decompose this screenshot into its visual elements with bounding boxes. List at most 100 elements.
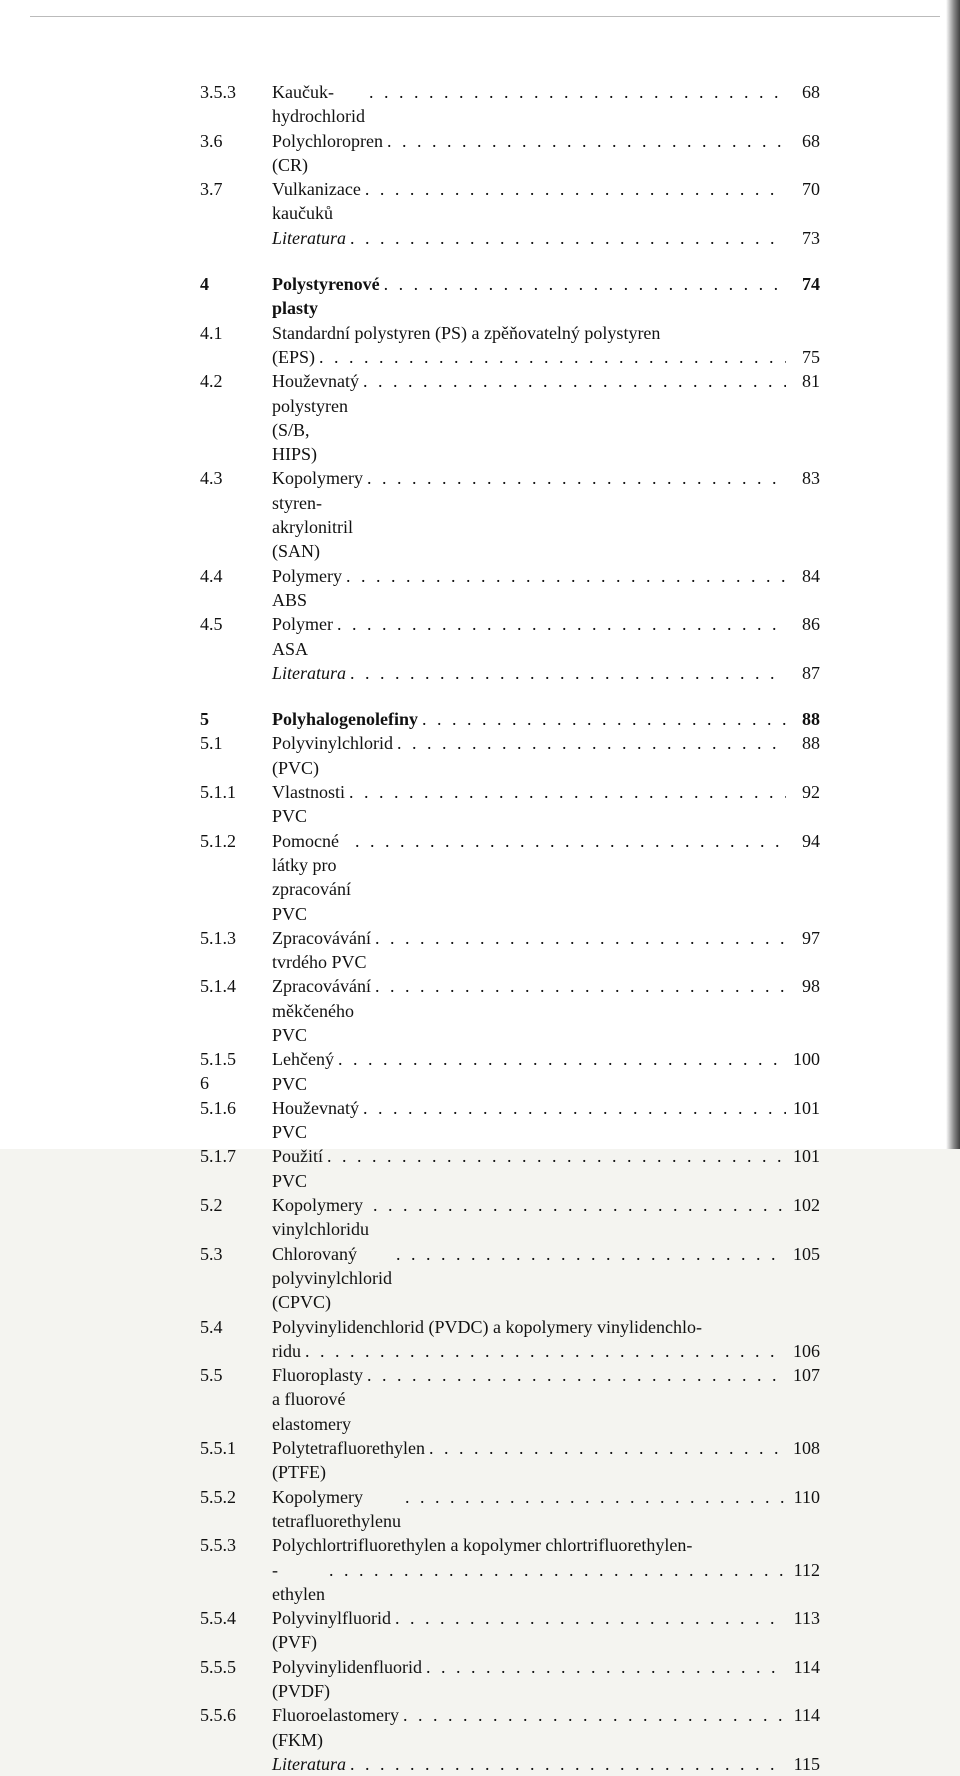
toc-entry-number: 3.6 [200,129,272,153]
toc-row: 5.5Fluoroplasty a fluorové elastomery. .… [200,1363,820,1436]
toc-entry-number: 5.5.1 [200,1436,272,1460]
toc-entry-page: 74 [786,272,820,296]
toc-entry-page: 94 [786,829,820,853]
toc-entry-number: 3.5.3 [200,80,272,104]
toc-row: 5.5.4Polyvinylfluorid (PVF). . . . . . .… [200,1606,820,1655]
toc-row: 5.1.4Zpracovávání měkčeného PVC. . . . .… [200,974,820,1047]
toc-entry-page: 112 [786,1558,820,1582]
toc-entry-title: Polystyrenové plasty [272,272,380,321]
toc-group: 4Polystyrenové plasty . . . . . . . . . .… [200,272,870,685]
toc-entry-number: 5.5.3 [200,1533,272,1557]
toc-leader-dots: . . . . . . . . . . . . . . . . . . . . … [361,177,786,201]
toc-entry-number: 5.1.5 [200,1047,272,1071]
toc-row: -ethylen. . . . . . . . . . . . . . . . … [200,1558,820,1607]
toc-entry-page: 114 [786,1655,820,1679]
toc-entry-page: 84 [786,564,820,588]
toc-entry-title: Použití PVC [272,1144,323,1193]
toc-entry-title: Zpracovávání měkčeného PVC [272,974,371,1047]
toc-row: 3.5.3Kaučuk-hydrochlorid. . . . . . . . … [200,80,820,129]
toc-entry-number: 5.2 [200,1193,272,1217]
toc-entry-page: 81 [786,369,820,393]
toc-entry-number: 4 [200,272,272,296]
toc-entry-number: 5.3 [200,1242,272,1266]
toc-entry-title: -ethylen [272,1558,325,1607]
toc-entry-title: Chlorovaný polyvinylchlorid (CPVC) [272,1242,392,1315]
toc-entry-page: 68 [786,80,820,104]
toc-leader-dots: . . . . . . . . . . . . . . . . . . . . … [315,345,786,369]
toc-entry-title: Fluoroplasty a fluorové elastomery [272,1363,363,1436]
toc-entry-title: Literatura [272,226,346,250]
toc-entry-page: 73 [786,226,820,250]
toc-leader-dots: . . . . . . . . . . . . . . . . . . . . … [365,80,786,104]
toc-entry-title: Polyhalogenolefiny [272,707,418,731]
toc-entry-title: Pomocné látky pro zpracování PVC [272,829,351,926]
toc-row: 5.1.5Lehčený PVC. . . . . . . . . . . . … [200,1047,820,1096]
toc-row: ridu. . . . . . . . . . . . . . . . . . … [200,1339,820,1363]
toc-entry-number: 5.4 [200,1315,272,1339]
toc-row: 5.1.2Pomocné látky pro zpracování PVC. .… [200,829,820,926]
toc-row: Literatura. . . . . . . . . . . . . . . … [200,661,820,685]
toc-leader-dots: . . . . . . . . . . . . . . . . . . . . … [342,564,786,588]
toc-entry-title: Zpracovávání tvrdého PVC [272,926,371,975]
toc-entry-title: Kaučuk-hydrochlorid [272,80,365,129]
toc-row: 3.6Polychloropren (CR). . . . . . . . . … [200,129,820,178]
toc-entry-page: 105 [786,1242,820,1266]
toc-row: 5.4Polyvinylidenchlorid (PVDC) a kopolym… [200,1315,820,1339]
toc-leader-dots: . . . . . . . . . . . . . . . . . . . . … [346,226,786,250]
toc-row: 5.5.6Fluoroelastomery (FKM). . . . . . .… [200,1703,820,1752]
toc-entry-number: 4.4 [200,564,272,588]
toc-leader-dots: . . . . . . . . . . . . . . . . . . . . … [325,1558,786,1582]
toc-entry-page: 102 [786,1193,820,1217]
toc-row: 5.5.2Kopolymery tetrafluorethylenu. . . … [200,1485,820,1534]
toc-entry-page: 100 [786,1047,820,1071]
toc-leader-dots: . . . . . . . . . . . . . . . . . . . . … [383,129,786,153]
toc-entry-title: Polychlortrifluorethylen a kopolymer chl… [272,1533,692,1557]
toc-entry-title: Polyvinylidenchlorid (PVDC) a kopolymery… [272,1315,702,1339]
toc-row: 5.5.5Polyvinylidenfluorid (PVDF). . . . … [200,1655,820,1704]
toc-leader-dots: . . . . . . . . . . . . . . . . . . . . … [391,1606,786,1630]
toc-row: (EPS). . . . . . . . . . . . . . . . . .… [200,345,820,369]
toc-entry-number: 4.5 [200,612,272,636]
scan-top-line [30,16,940,17]
toc-entry-title: Fluoroelastomery (FKM) [272,1703,399,1752]
document-page: 3.5.3Kaučuk-hydrochlorid. . . . . . . . … [0,0,960,1149]
toc-entry-page: 87 [786,661,820,685]
toc-entry-title: Polychloropren (CR) [272,129,383,178]
toc-leader-dots: . . . . . . . . . . . . . . . . . . . . … [371,974,786,998]
toc-leader-dots: . . . . . . . . . . . . . . . . . . . . … [418,707,786,731]
toc-entry-title: Polymery ABS [272,564,342,613]
toc-row: 5.1Polyvinylchlorid (PVC). . . . . . . .… [200,731,820,780]
toc-entry-number: 5.5 [200,1363,272,1387]
toc-row: 5.1.6Houževnatý PVC. . . . . . . . . . .… [200,1096,820,1145]
toc-leader-dots: . . . . . . . . . . . . . . . . . . . . … [359,369,786,393]
toc-leader-dots: . . . . . . . . . . . . . . . . . . . . … [346,661,786,685]
toc-leader-dots: . . . . . . . . . . . . . . . . . . . . … [351,829,786,853]
toc-row: 4.2Houževnatý polystyren (S/B, HIPS). . … [200,369,820,466]
toc-entry-number: 5.1.4 [200,974,272,998]
toc-leader-dots: . . . . . . . . . . . . . . . . . . . . … [334,1047,786,1071]
toc-leader-dots: . . . . . . . . . . . . . . . . . . . . … [346,1752,786,1776]
toc-entry-number: 5.1.7 [200,1144,272,1168]
toc-leader-dots: . . . . . . . . . . . . . . . . . . . . … [359,1096,786,1120]
toc-row: Literatura. . . . . . . . . . . . . . . … [200,226,820,250]
toc-entry-title: Houževnatý PVC [272,1096,359,1145]
toc-entry-title: ridu [272,1339,301,1363]
toc-entry-page: 75 [786,345,820,369]
toc-entry-page: 88 [786,731,820,755]
toc-entry-number: 5.1.2 [200,829,272,853]
table-of-contents: 3.5.3Kaučuk-hydrochlorid. . . . . . . . … [200,80,870,1776]
toc-leader-dots: . . . . . . . . . . . . . . . . . . . . … [393,731,786,755]
toc-entry-number: 5.5.2 [200,1485,272,1509]
toc-entry-title: Polyvinylchlorid (PVC) [272,731,393,780]
toc-entry-title: Vlastnosti PVC [272,780,345,829]
toc-entry-page: 98 [786,974,820,998]
toc-leader-dots: . . . . . . . . . . . . . . . . . . . . … [369,1193,786,1217]
toc-group: 3.5.3Kaučuk-hydrochlorid. . . . . . . . … [200,80,870,250]
toc-entry-title: Polytetrafluorethylen (PTFE) [272,1436,425,1485]
toc-leader-dots: . . . . . . . . . . . . . . . . . . . . … [363,1363,786,1387]
toc-row: 5Polyhalogenolefiny. . . . . . . . . . .… [200,707,820,731]
toc-entry-page: 110 [786,1485,820,1509]
toc-entry-number: 4.2 [200,369,272,393]
toc-entry-title: Kopolymery tetrafluorethylenu [272,1485,401,1534]
toc-row: 4.1Standardní polystyren (PS) a zpěňovat… [200,321,820,345]
